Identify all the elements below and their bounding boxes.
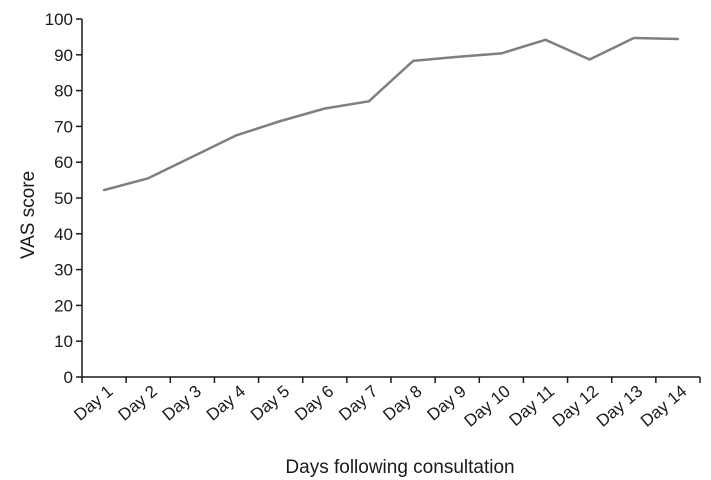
series-line xyxy=(102,36,680,192)
x-tick-label: Day 6 xyxy=(291,382,337,425)
y-tick-label: 40 xyxy=(54,225,73,244)
series-layer xyxy=(102,36,680,192)
x-tick-label: Day 3 xyxy=(159,382,205,425)
y-tick-label: 20 xyxy=(54,296,73,315)
x-axis-title: Days following consultation xyxy=(285,457,514,478)
x-tick-label: Day 10 xyxy=(460,382,513,431)
x-tick-label: Day 1 xyxy=(70,382,116,425)
y-tick-label: 0 xyxy=(64,368,73,387)
y-tick-label: 30 xyxy=(54,261,73,280)
y-tick-label: 70 xyxy=(54,117,73,136)
y-tick-label: 100 xyxy=(45,10,73,29)
y-axis: 0 10 20 30 40 50 60 70 80 90 100 xyxy=(45,10,83,387)
x-tick-label: Day 7 xyxy=(335,382,381,425)
x-tick-label: Day 12 xyxy=(549,382,602,431)
y-tick-label: 60 xyxy=(54,153,73,172)
x-tick-label: Day 8 xyxy=(379,382,425,425)
x-tick-label: Day 11 xyxy=(506,382,559,430)
x-tick-label: Day 13 xyxy=(593,382,646,431)
y-tick-label: 80 xyxy=(54,82,73,101)
y-tick-label: 50 xyxy=(54,189,73,208)
y-axis-title: VAS score xyxy=(18,171,39,259)
y-tick-label: 10 xyxy=(54,332,73,351)
x-tick-label: Day 2 xyxy=(115,382,161,425)
y-tick-label: 90 xyxy=(54,46,73,65)
x-tick-label: Day 4 xyxy=(203,382,249,425)
x-tick-label: Day 14 xyxy=(637,382,690,431)
x-tick-label: Day 5 xyxy=(247,382,293,425)
